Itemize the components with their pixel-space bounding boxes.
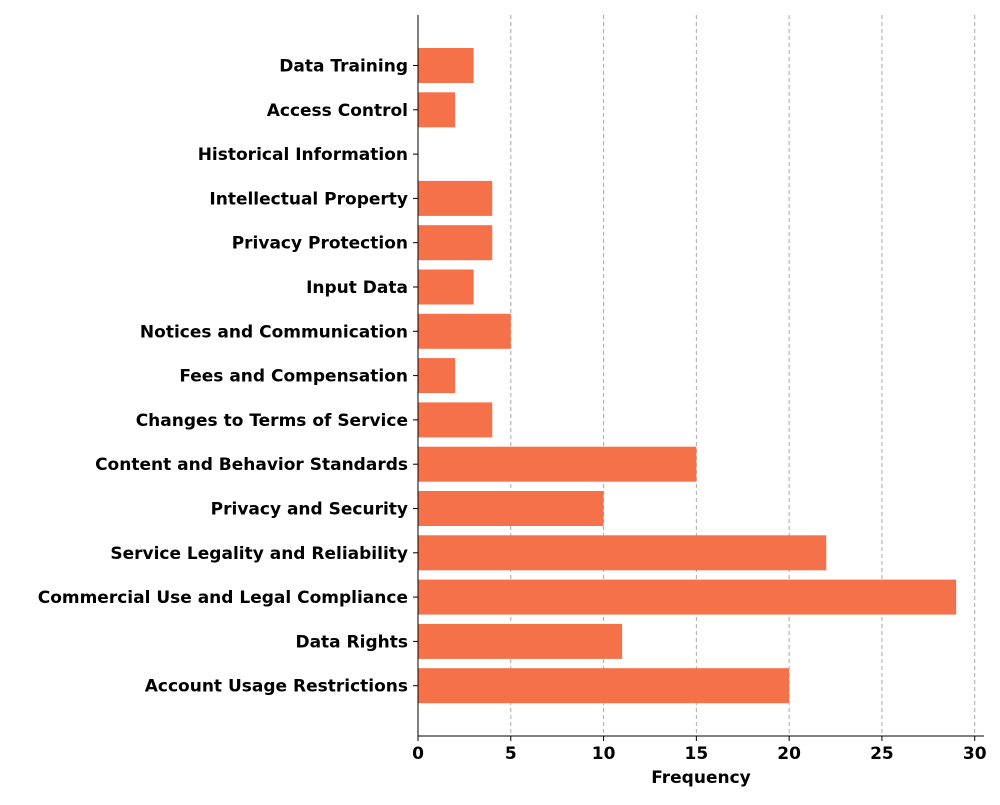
bar-access-control — [418, 92, 456, 128]
bar-changes-to-terms-of-service — [418, 402, 493, 438]
category-label-data-training: Data Training — [279, 57, 408, 77]
bar-intellectual-property — [418, 180, 493, 216]
bar-service-legality-and-reliability — [418, 535, 827, 571]
category-label-privacy-protection: Privacy Protection — [232, 234, 408, 254]
category-label-fees-and-compensation: Fees and Compensation — [179, 367, 408, 387]
x-axis-title: Frequency — [651, 768, 751, 788]
bar-notices-and-communication — [418, 313, 511, 349]
category-label-input-data: Input Data — [306, 278, 408, 298]
bar-fees-and-compensation — [418, 358, 456, 394]
bar-data-training — [418, 48, 474, 83]
category-label-content-and-behavior-standards: Content and Behavior Standards — [95, 455, 408, 475]
category-label-intellectual-property: Intellectual Property — [209, 189, 408, 209]
x-tick-label: 25 — [870, 744, 894, 764]
category-label-historical-information: Historical Information — [198, 145, 408, 165]
x-tick-label: 5 — [505, 744, 517, 764]
x-tick-labels: 0 5 10 15 20 25 30 — [412, 736, 987, 764]
x-tick-label: 30 — [963, 744, 987, 764]
category-label-service-legality-and-reliability: Service Legality and Reliability — [110, 544, 408, 564]
grid-lines — [510, 15, 976, 736]
x-tick-label: 15 — [685, 744, 709, 764]
category-label-access-control: Access Control — [267, 101, 408, 121]
x-tick-label: 10 — [592, 744, 616, 764]
bar-privacy-and-security — [418, 491, 604, 526]
category-label-data-rights: Data Rights — [295, 632, 408, 652]
x-tick-label: 0 — [412, 744, 424, 764]
bar-input-data — [418, 269, 474, 305]
bar-account-usage-restrictions — [418, 668, 790, 704]
category-label-commercial-use-and-legal-compliance: Commercial Use and Legal Compliance — [38, 588, 408, 608]
bars — [418, 48, 957, 704]
x-tick-label: 20 — [777, 744, 801, 764]
category-label-account-usage-restrictions: Account Usage Restrictions — [145, 677, 408, 697]
axes — [417, 15, 984, 737]
category-label-changes-to-terms-of-service: Changes to Terms of Service — [136, 411, 408, 431]
category-label-privacy-and-security: Privacy and Security — [211, 500, 408, 520]
category-label-notices-and-communication: Notices and Communication — [140, 322, 408, 342]
bar-content-and-behavior-standards — [418, 446, 697, 482]
bar-data-rights — [418, 623, 623, 659]
bar-privacy-protection — [418, 225, 493, 261]
bar-commercial-use-and-legal-compliance — [418, 579, 957, 615]
category-labels: Data Training Access Control Historical In… — [38, 57, 418, 697]
